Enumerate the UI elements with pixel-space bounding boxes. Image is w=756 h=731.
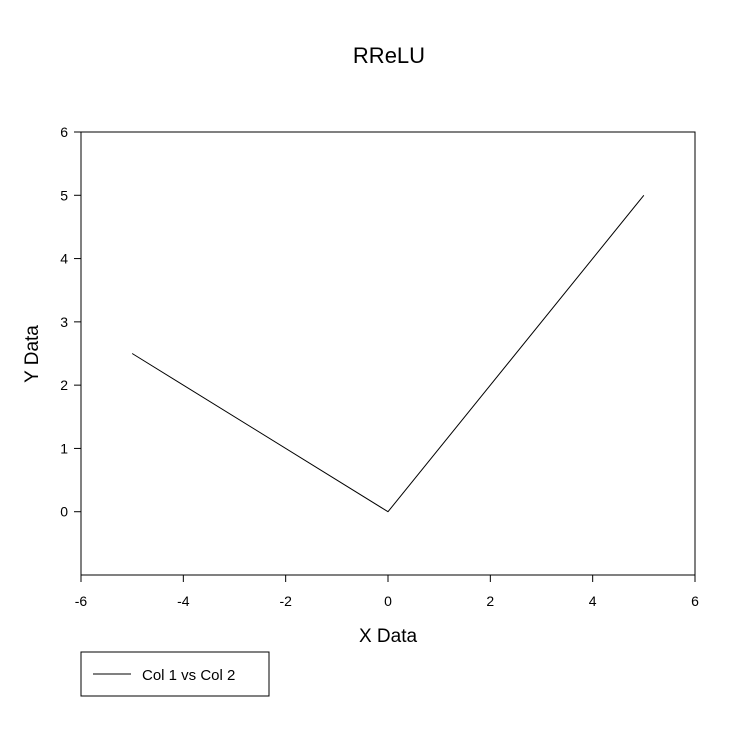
- x-tick-label: 4: [589, 593, 597, 609]
- y-tick-label: 3: [60, 314, 68, 330]
- x-tick-label: -6: [75, 593, 88, 609]
- y-axis: 0 1 2 3 4 5 6: [60, 124, 81, 520]
- series-layer: [131, 194, 645, 513]
- plot-area-frame: [80, 131, 696, 576]
- legend: Col 1 vs Col 2: [80, 651, 270, 697]
- y-tick-label: 5: [60, 187, 68, 203]
- legend-entry-col1-vs-col2: Col 1 vs Col 2: [142, 667, 235, 684]
- y-tick-label: 0: [60, 504, 68, 520]
- x-tick-label: 0: [384, 593, 392, 609]
- x-tick-label: -2: [279, 593, 292, 609]
- x-axis-label: X Data: [359, 626, 418, 647]
- series-line-col1-vs-col2: [131, 194, 645, 513]
- x-tick-label: 6: [691, 593, 699, 609]
- y-axis-label: Y Data: [22, 325, 43, 383]
- y-tick-label: 6: [60, 124, 68, 140]
- x-tick-label: -4: [177, 593, 190, 609]
- y-tick-label: 4: [60, 251, 68, 267]
- chart-title: RReLU: [353, 43, 425, 68]
- x-axis: -6 -4 -2 0 2 4 6: [75, 575, 699, 609]
- y-tick-label: 1: [60, 440, 68, 456]
- y-tick-label: 2: [60, 377, 68, 393]
- x-tick-label: 2: [486, 593, 494, 609]
